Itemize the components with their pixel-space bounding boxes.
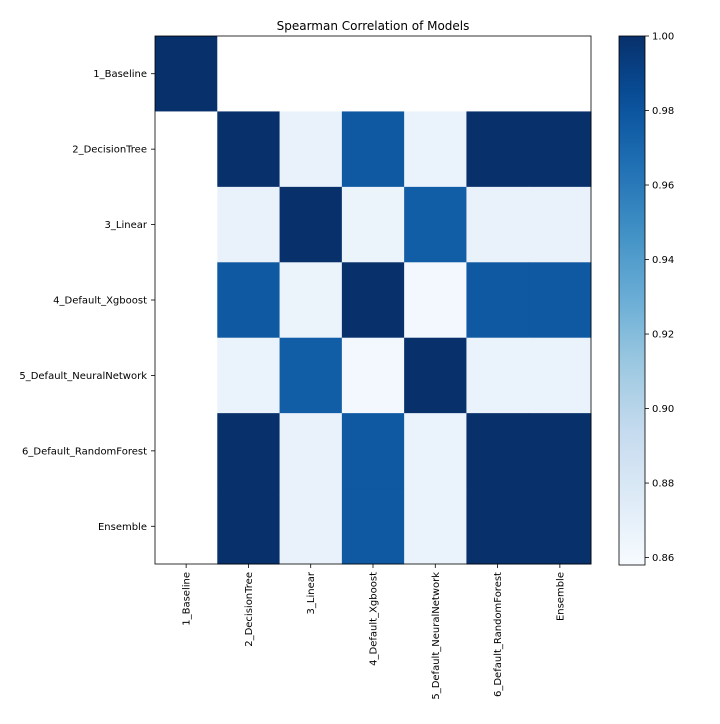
y-tick-label: 5_Default_NeuralNetwork [19,371,147,382]
heatmap-cell [279,111,343,188]
y-tick-label: 6_Default_RandomForest [22,446,147,457]
heatmap-cell [341,488,405,565]
colorbar-axis: 0.86 0.88 0.90 0.92 0.94 0.96 0.98 1.00 [645,32,674,564]
colorbar-tick-label: 0.94 [652,255,674,266]
heatmap-cell [279,413,343,490]
heatmap-cell [404,262,467,339]
heatmap-cell [404,337,467,414]
colorbar-tick-label: 0.96 [652,181,674,192]
x-tick-label: 3_Linear [306,571,317,614]
x-tick-label: 2_DecisionTree [244,572,255,647]
heatmap-cell [466,413,530,490]
heatmap-cell [466,262,530,339]
heatmap-cell [279,337,343,414]
x-tick-label: Ensemble [555,572,566,621]
y-tick-label: 2_DecisionTree [72,145,147,156]
heatmap-cell [528,488,592,565]
y-axis: 1_Baseline 2_DecisionTree 3_Linear 4_Defaul… [19,69,155,533]
heatmap-cell [155,36,218,112]
x-tick-label: 1_Baseline [182,572,193,626]
y-tick-label: Ensemble [98,522,147,533]
heatmap-cell [341,36,405,112]
x-tick-label: 5_Default_NeuralNetwork [431,572,442,700]
heatmap-cell [466,488,530,565]
colorbar-tick-label: 1.00 [652,32,674,43]
heatmap-cell [404,413,467,490]
heatmap-cell [341,186,405,263]
heatmap-cell [528,111,592,188]
heatmap-cell [155,413,218,490]
heatmap-cell [341,262,405,339]
colorbar-tick-label: 0.90 [652,404,674,415]
heatmap-cell [466,36,530,112]
heatmap-cell [528,413,592,490]
x-tick-label: 4_Default_Xgboost [369,572,380,666]
heatmap-cell [528,262,592,339]
heatmap-cell [217,337,281,414]
heatmap-cell [466,337,530,414]
y-tick-label: 1_Baseline [93,69,147,80]
heatmap-cell [279,186,343,263]
heatmap-cell [341,337,405,414]
colorbar [618,35,646,566]
heatmap-cell [155,186,218,263]
heatmap-cell [279,488,343,565]
heatmap-cell [217,262,281,339]
heatmap-cell [404,186,467,263]
heatmap-cell [279,36,343,112]
heatmap-cell [217,111,281,188]
x-tick-label: 6_Default_RandomForest [493,572,504,697]
heatmap-cell [217,186,281,263]
heatmap-cell [217,36,281,112]
heatmap-cell [404,36,467,112]
x-axis: 1_Baseline 2_DecisionTree 3_Linear 4_Defaul… [182,564,566,700]
heatmap-cell [155,262,218,339]
chart-title: Spearman Correlation of Models [277,19,470,33]
heatmap-cell [404,488,467,565]
heatmap-cells [155,36,592,565]
heatmap-cell [528,186,592,263]
heatmap-cell [466,186,530,263]
heatmap-cell [217,413,281,490]
heatmap-cell [341,111,405,188]
heatmap-cell [528,337,592,414]
colorbar-tick-label: 0.88 [652,479,674,490]
heatmap-cell [155,337,218,414]
heatmap-cell [155,488,218,565]
heatmap-cell [341,413,405,490]
heatmap-cell [528,36,592,112]
y-tick-label: 3_Linear [105,220,148,231]
colorbar-tick-label: 0.98 [652,106,674,117]
heatmap-cell [155,111,218,188]
y-tick-label: 4_Default_Xgboost [53,296,147,307]
colorbar-tick-label: 0.86 [652,553,674,564]
heatmap-cell [404,111,467,188]
heatmap-cell [217,488,281,565]
colorbar-tick-label: 0.92 [652,330,674,341]
heatmap-cell [279,262,343,339]
heatmap-cell [466,111,530,188]
